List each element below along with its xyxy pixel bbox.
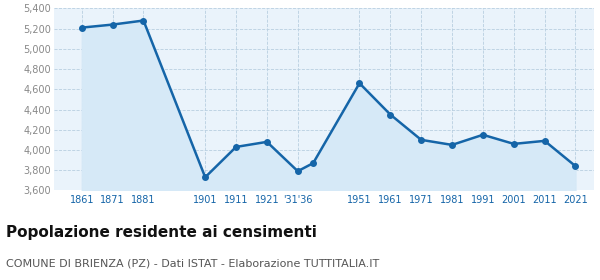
Point bbox=[231, 145, 241, 149]
Point bbox=[540, 139, 550, 143]
Point bbox=[308, 161, 318, 165]
Text: Popolazione residente ai censimenti: Popolazione residente ai censimenti bbox=[6, 225, 317, 241]
Point bbox=[108, 22, 118, 27]
Point bbox=[416, 137, 426, 142]
Point bbox=[386, 112, 395, 117]
Point bbox=[77, 25, 86, 30]
Point bbox=[355, 81, 364, 85]
Point bbox=[293, 169, 302, 173]
Point bbox=[478, 132, 488, 137]
Point bbox=[200, 175, 210, 179]
Point bbox=[571, 164, 580, 168]
Point bbox=[139, 18, 148, 23]
Point bbox=[509, 142, 518, 146]
Point bbox=[447, 143, 457, 147]
Point bbox=[262, 140, 272, 144]
Text: COMUNE DI BRIENZA (PZ) - Dati ISTAT - Elaborazione TUTTITALIA.IT: COMUNE DI BRIENZA (PZ) - Dati ISTAT - El… bbox=[6, 259, 379, 269]
